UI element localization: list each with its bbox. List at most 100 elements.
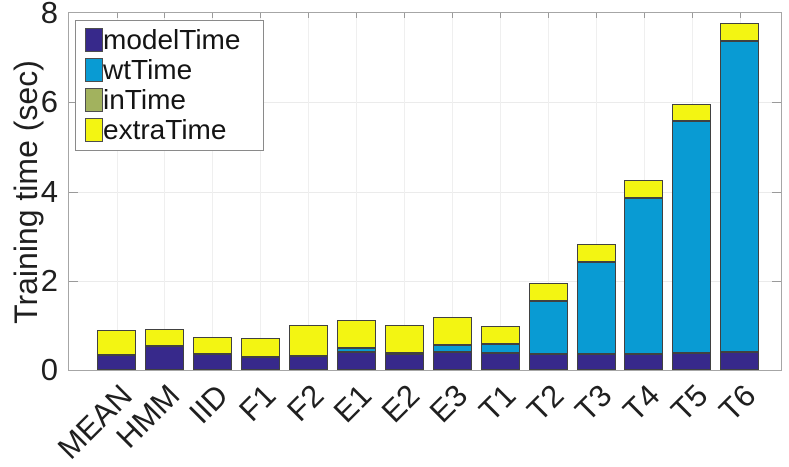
legend-swatch-extratime [85,118,103,142]
bar-segment-extratime [97,330,136,355]
bar-segment-modeltime [240,356,280,370]
bar-segment-modeltime [480,353,520,370]
bar-segment-extratime [624,180,664,198]
gridline-vertical [212,13,214,370]
legend-item-wttime: wtTime [85,55,259,85]
legend-item-intime: inTime [85,85,259,115]
gridline-vertical [308,13,310,370]
x-tick-label: T4 [615,377,667,428]
x-tick-label: T6 [711,377,763,428]
bar-segment-modeltime [528,353,568,370]
gridline-vertical [500,13,502,370]
legend-label: inTime [103,84,186,115]
bar-segment-extratime [672,103,712,121]
bar-segment-extratime [192,337,232,355]
gridline-horizontal [69,280,781,282]
x-tick-label: T3 [567,377,619,428]
bar-segment-modeltime [720,351,760,370]
gridline-horizontal [69,191,781,193]
y-tick-label: 2 [40,262,58,298]
x-tick-mark-top [452,13,454,18]
x-tick-mark-top [260,13,262,18]
y-tick-label: 0 [40,352,58,387]
y-tick-mark-left [69,102,78,104]
bar-segment-modeltime [384,353,424,370]
bar-segment-modeltime [432,352,472,370]
x-tick-label: T2 [520,377,571,428]
bar-segment-modeltime [624,353,664,370]
x-tick-mark-top [643,13,645,18]
legend: modelTime wtTime inTime extraTime [75,20,264,151]
y-tick-mark-left [69,191,78,193]
legend-swatch-modeltime [85,28,103,52]
bar-segment-wttime [336,348,376,353]
x-tick-label: E1 [327,377,379,430]
x-tick-mark-top [308,13,310,18]
bar-segment-modeltime [672,352,712,370]
gridline-vertical [452,13,454,370]
gridline-vertical [356,13,358,370]
legend-item-extratime: extraTime [85,115,259,145]
bar-segment-wttime [624,197,664,354]
x-tick-label: E3 [422,377,475,430]
legend-label: wtTime [103,54,193,85]
y-tick-mark-left [69,280,78,282]
y-tick-mark-right [772,280,781,282]
x-tick-mark-top [596,13,597,18]
x-tick-label: T5 [663,377,715,428]
gridline-vertical [116,13,118,370]
bar-segment-extratime [336,320,376,349]
bar-segment-modeltime [576,353,616,370]
bar-segment-modeltime [192,354,232,370]
x-tick-label: F2 [280,377,331,428]
bar-segment-extratime [144,328,184,346]
bar-segment-wttime [576,262,616,354]
x-tick-mark-top [116,13,118,18]
x-tick-mark-top [404,13,406,18]
bar-segment-extratime [240,338,280,357]
x-tick-label: T1 [472,377,523,428]
bar-segment-extratime [576,244,616,263]
legend-label: modelTime [103,24,241,55]
y-tick-mark-right [772,191,781,193]
legend-swatch-intime [85,88,103,112]
bar-segment-extratime [720,22,760,42]
bar-segment-modeltime [97,354,136,370]
x-tick-label: IID [181,377,235,431]
plot-area [68,12,782,371]
x-tick-mark-top [212,13,214,18]
x-tick-mark-top [739,13,741,18]
legend-label: extraTime [103,114,227,145]
x-tick-label: F1 [232,377,283,428]
y-tick-mark-right [772,102,781,104]
x-tick-label: E2 [374,377,427,430]
bar-segment-modeltime [288,356,328,370]
x-tick-mark-top [500,13,502,18]
gridline-vertical [404,13,406,370]
legend-item-modeltime: modelTime [85,25,259,55]
bar-segment-extratime [288,324,328,357]
bar-segment-extratime [384,324,424,353]
bar-segment-wttime [720,41,760,352]
legend-swatch-wttime [85,58,103,82]
x-tick-mark-top [356,13,358,18]
bar-segment-extratime [480,326,520,344]
bar-segment-wttime [432,344,472,353]
bar-segment-modeltime [336,352,376,370]
y-tick-label: 6 [40,84,58,120]
bar-segment-wttime [672,120,712,353]
bar-segment-wttime [528,300,568,354]
gridline-vertical [260,13,262,370]
gridline-vertical [164,13,166,370]
gridline-vertical [596,13,597,370]
x-tick-mark-top [164,13,166,18]
y-tick-label: 8 [40,0,58,30]
bar-segment-modeltime [144,345,184,370]
y-tick-label: 4 [40,173,58,209]
bar-segment-extratime [432,317,472,345]
bar-segment-extratime [528,283,568,301]
gridline-vertical [548,13,550,370]
gridline-horizontal [69,102,781,104]
bar-segment-wttime [480,343,520,354]
